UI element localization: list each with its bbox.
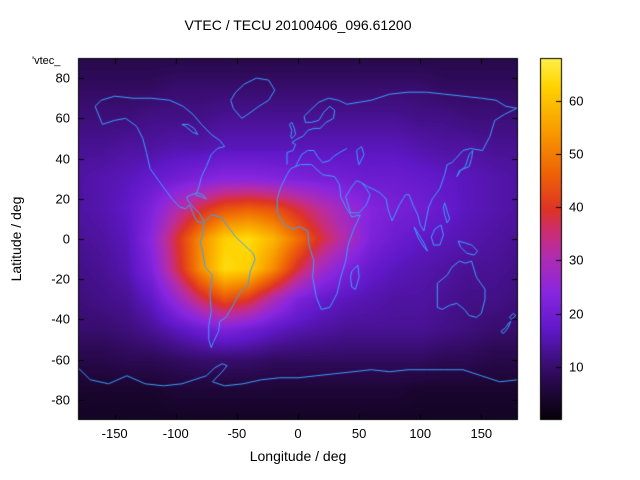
colorbar-tick-label: 20 (569, 306, 584, 322)
y-tick-label: -60 (51, 352, 70, 368)
y-tick-label: -40 (51, 311, 70, 327)
y-tick-label: 0 (62, 231, 70, 247)
colorbar-tick-label: 30 (569, 252, 584, 268)
colorbar-tick-label: 60 (569, 93, 584, 109)
colorbar-tick-label: 40 (569, 199, 584, 215)
y-tick-label: -20 (51, 271, 70, 287)
y-tick-label: 60 (55, 110, 70, 126)
colorbar-tick-label: 50 (569, 146, 584, 162)
y-tick-label: 20 (55, 191, 70, 207)
x-tick-label: 50 (351, 426, 367, 441)
colorbar-tick-label: 10 (569, 359, 584, 375)
x-axis-label: Longitude / deg (249, 448, 347, 464)
x-tick-label: 150 (470, 426, 493, 441)
y-tick-label: 80 (55, 70, 70, 86)
x-tick-label: -50 (227, 426, 247, 441)
x-tick-label: -100 (162, 426, 189, 441)
x-tick-label: 0 (294, 426, 302, 441)
y-axis-label: Latitude / deg (8, 196, 24, 282)
plot-title: VTEC / TECU 20100406_096.61200 (184, 17, 412, 33)
series-key-label: 'vtec_ (32, 55, 61, 67)
x-tick-label: -150 (101, 426, 128, 441)
x-tick-label: 100 (409, 426, 432, 441)
y-tick-label: -80 (51, 392, 70, 408)
y-tick-label: 40 (55, 151, 70, 167)
